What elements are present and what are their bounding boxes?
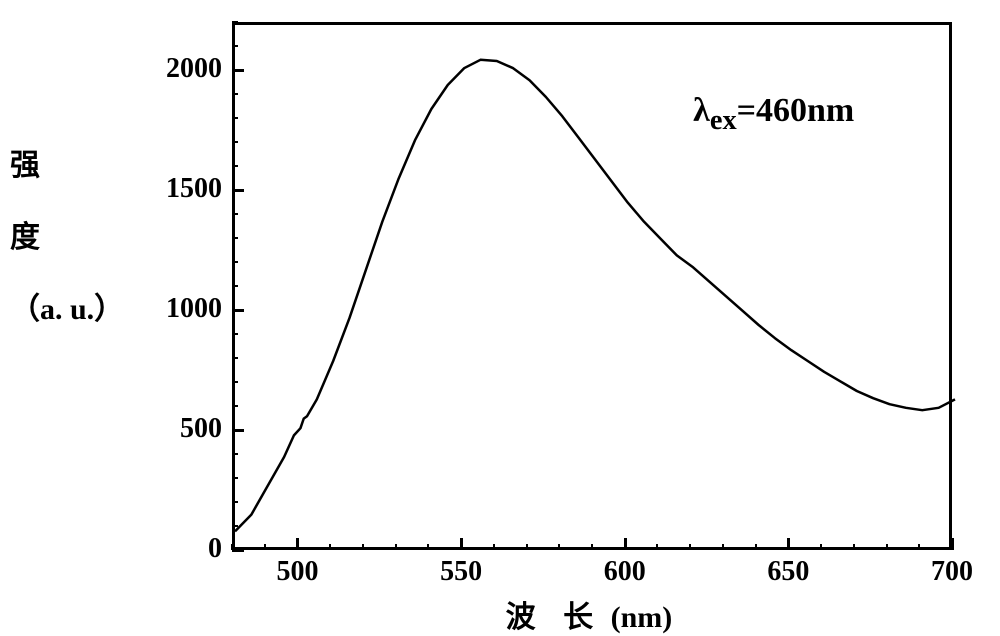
x-tick-label: 700 — [912, 556, 992, 588]
y-tick-minor — [232, 357, 238, 359]
y-tick-minor — [232, 237, 238, 239]
x-tick-minor — [656, 544, 658, 550]
y-tick-label: 0 — [132, 533, 222, 565]
y-tick-major — [232, 309, 244, 312]
y-tick-major — [232, 189, 244, 192]
y-tick-minor — [232, 405, 238, 407]
y-tick-label: 1000 — [132, 293, 222, 325]
x-tick-minor — [853, 544, 855, 550]
x-tick-major — [296, 538, 299, 550]
x-axis-label-main: 波 长 — [506, 601, 604, 634]
y-tick-minor — [232, 117, 238, 119]
x-axis-label-unit: (nm) — [603, 601, 672, 634]
y-axis-label: 强度 （a. u.） — [10, 140, 130, 356]
x-tick-major — [624, 538, 627, 550]
y-tick-minor — [232, 45, 238, 47]
y-tick-minor — [232, 141, 238, 143]
y-axis-label-line: （a. u.） — [10, 284, 130, 328]
x-tick-label: 500 — [257, 556, 337, 588]
x-tick-label: 650 — [748, 556, 828, 588]
x-tick-minor — [231, 544, 233, 550]
y-tick-major — [232, 69, 244, 72]
x-axis-label: 波 长 (nm) — [506, 592, 673, 636]
y-tick-minor — [232, 261, 238, 263]
x-tick-minor — [886, 544, 888, 550]
plot-area: λex=460nm — [232, 22, 952, 550]
y-axis-label-line: 强 — [10, 140, 130, 184]
x-tick-major — [787, 538, 790, 550]
x-tick-minor — [722, 544, 724, 550]
y-tick-minor — [232, 333, 238, 335]
y-tick-minor — [232, 93, 238, 95]
x-tick-minor — [755, 544, 757, 550]
y-tick-label: 2000 — [132, 53, 222, 85]
y-tick-label: 500 — [132, 413, 222, 445]
x-tick-minor — [918, 544, 920, 550]
x-tick-label: 600 — [585, 556, 665, 588]
x-tick-minor — [395, 544, 397, 550]
y-tick-minor — [232, 213, 238, 215]
x-tick-minor — [329, 544, 331, 550]
x-tick-minor — [264, 544, 266, 550]
y-tick-minor — [232, 285, 238, 287]
chart-container: 强度 （a. u.） λex=460nm 波 长 (nm) 0 500 1000 150… — [0, 0, 1000, 635]
x-tick-major — [951, 538, 954, 550]
x-tick-major — [460, 538, 463, 550]
x-tick-minor — [820, 544, 822, 550]
y-tick-label: 1500 — [132, 173, 222, 205]
y-tick-major — [232, 429, 244, 432]
y-axis-label-line: 度 — [10, 212, 130, 256]
x-tick-minor — [591, 544, 593, 550]
excitation-annotation: λex=460nm — [693, 92, 854, 137]
x-tick-label: 550 — [421, 556, 501, 588]
y-tick-minor — [232, 21, 238, 23]
x-tick-minor — [526, 544, 528, 550]
y-tick-minor — [232, 165, 238, 167]
y-tick-minor — [232, 501, 238, 503]
x-tick-minor — [558, 544, 560, 550]
x-tick-minor — [493, 544, 495, 550]
y-tick-minor — [232, 453, 238, 455]
y-tick-major — [232, 549, 244, 552]
x-tick-minor — [427, 544, 429, 550]
y-tick-minor — [232, 477, 238, 479]
x-tick-minor — [689, 544, 691, 550]
x-tick-minor — [362, 544, 364, 550]
y-tick-minor — [232, 381, 238, 383]
y-tick-minor — [232, 525, 238, 527]
